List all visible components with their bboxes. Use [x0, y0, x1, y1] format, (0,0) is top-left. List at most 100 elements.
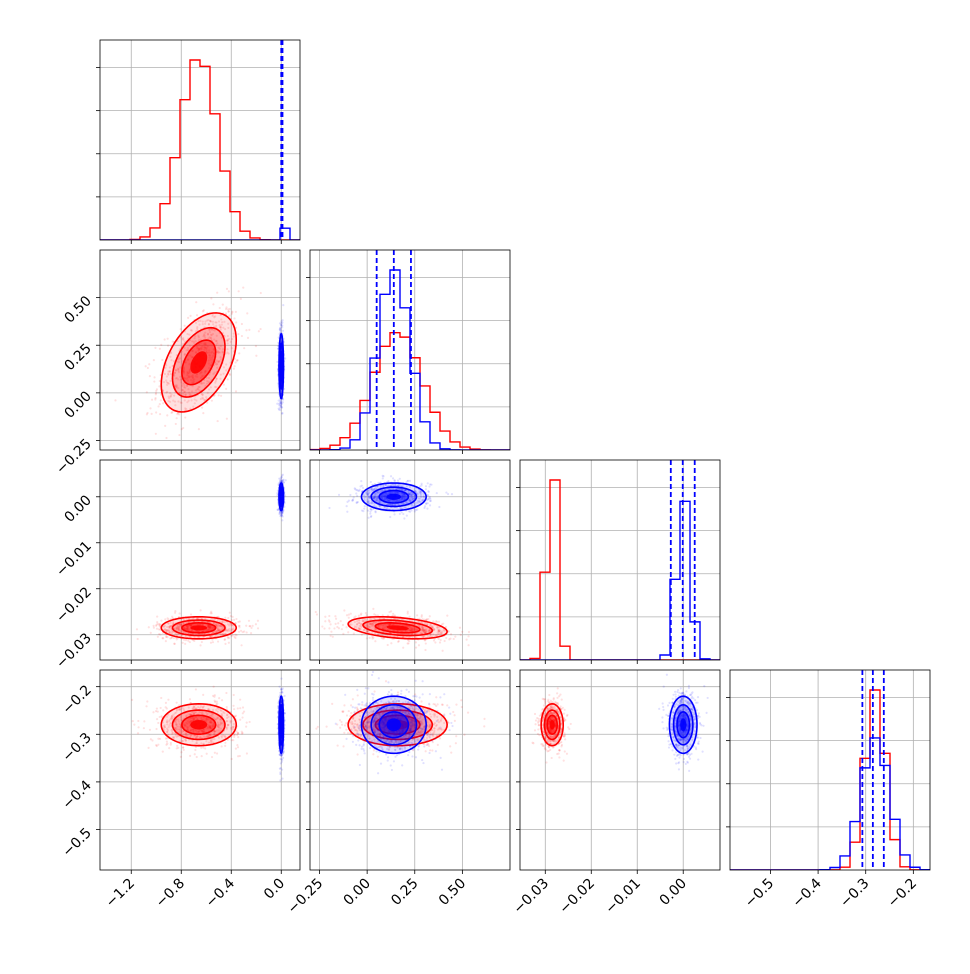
- histogram-series: [100, 60, 300, 240]
- scatter-point: [156, 718, 158, 720]
- scatter-point: [160, 707, 162, 709]
- scatter-point: [187, 640, 189, 642]
- scatter-point: [369, 637, 371, 639]
- scatter-point: [468, 631, 470, 633]
- scatter-point: [406, 515, 408, 517]
- scatter-point: [416, 508, 418, 510]
- scatter-point: [176, 638, 178, 640]
- scatter-point: [218, 697, 220, 699]
- scatter-point: [155, 433, 157, 435]
- scatter-point: [409, 616, 411, 618]
- scatter-point: [232, 739, 234, 741]
- scatter-point: [461, 631, 463, 633]
- scatter-point: [181, 428, 183, 430]
- histogram-series: [310, 270, 510, 450]
- scatter-point: [429, 496, 431, 498]
- scatter-point: [370, 515, 372, 517]
- scatter-point: [227, 308, 229, 310]
- scatter-point: [315, 611, 317, 613]
- scatter-point: [427, 482, 429, 484]
- scatter-point: [194, 753, 196, 755]
- scatter-point: [415, 647, 417, 649]
- scatter-point: [338, 494, 340, 496]
- scatter-point: [238, 625, 240, 627]
- scatter-point: [354, 487, 356, 489]
- scatter-point: [324, 620, 326, 622]
- scatter-point: [328, 507, 330, 509]
- scatter-point: [453, 638, 455, 640]
- scatter-point: [439, 641, 441, 643]
- scatter-point: [166, 414, 168, 416]
- scatter-point: [276, 509, 278, 511]
- panel-1-0: −0.250.000.250.50: [53, 250, 300, 484]
- scatter-point: [257, 627, 259, 629]
- scatter-point: [361, 634, 363, 636]
- scatter-point: [260, 328, 262, 330]
- scatter-point: [369, 508, 371, 510]
- scatter-point: [426, 508, 428, 510]
- scatter-point: [438, 621, 440, 623]
- y-tick-label: 0.25: [61, 341, 94, 374]
- scatter-point: [152, 711, 154, 713]
- scatter-point: [213, 696, 215, 698]
- scatter-point: [156, 615, 158, 617]
- scatter-point: [143, 727, 145, 729]
- scatter-point: [393, 479, 395, 481]
- scatter-point: [165, 702, 167, 704]
- scatter-point: [212, 303, 214, 305]
- scatter-point: [211, 612, 213, 614]
- scatter-point: [176, 745, 178, 747]
- scatter-point: [334, 615, 336, 617]
- scatter-point: [390, 642, 392, 644]
- scatter-point: [346, 501, 348, 503]
- scatter-point: [187, 317, 189, 319]
- scatter-point: [242, 712, 244, 714]
- scatter-point: [133, 724, 135, 726]
- scatter-point: [224, 742, 226, 744]
- scatter-point: [442, 650, 444, 652]
- scatter-point: [171, 411, 173, 413]
- scatter-point: [239, 719, 241, 721]
- scatter-point: [392, 613, 394, 615]
- scatter-point: [243, 630, 245, 632]
- scatter-point: [346, 614, 348, 616]
- scatter-point: [424, 639, 426, 641]
- scatter-point: [425, 503, 427, 505]
- scatter-point: [243, 347, 245, 349]
- y-tick-label: −0.02: [53, 584, 95, 626]
- scatter-point: [242, 287, 244, 289]
- scatter-point: [234, 637, 236, 639]
- scatter-point: [368, 517, 370, 519]
- scatter-point: [162, 637, 164, 639]
- scatter-point: [402, 513, 404, 515]
- scatter-point: [353, 616, 355, 618]
- scatter-point: [235, 730, 237, 732]
- scatter-point: [246, 312, 248, 314]
- scatter-point: [316, 613, 318, 615]
- scatter-point: [248, 620, 250, 622]
- scatter-point: [194, 749, 196, 751]
- scatter-point: [355, 492, 357, 494]
- scatter-point: [200, 747, 202, 749]
- scatter-point: [285, 479, 287, 481]
- y-tick-label: −0.01: [53, 538, 95, 580]
- scatter-point: [153, 359, 155, 361]
- histogram-series: [100, 228, 300, 240]
- scatter-point: [201, 641, 203, 643]
- scatter-point: [333, 627, 335, 629]
- scatter-point: [166, 482, 168, 484]
- scatter-point: [137, 720, 139, 722]
- scatter-point: [162, 751, 164, 753]
- scatter-point: [357, 501, 359, 503]
- scatter-point: [250, 627, 252, 629]
- scatter-point: [438, 506, 440, 508]
- scatter-point: [165, 437, 167, 439]
- scatter-point: [155, 728, 157, 730]
- scatter-point: [371, 637, 373, 639]
- scatter-point: [196, 756, 198, 758]
- scatter-point: [235, 634, 237, 636]
- scatter-point: [248, 625, 250, 627]
- scatter-point: [429, 615, 431, 617]
- scatter-point: [162, 709, 164, 711]
